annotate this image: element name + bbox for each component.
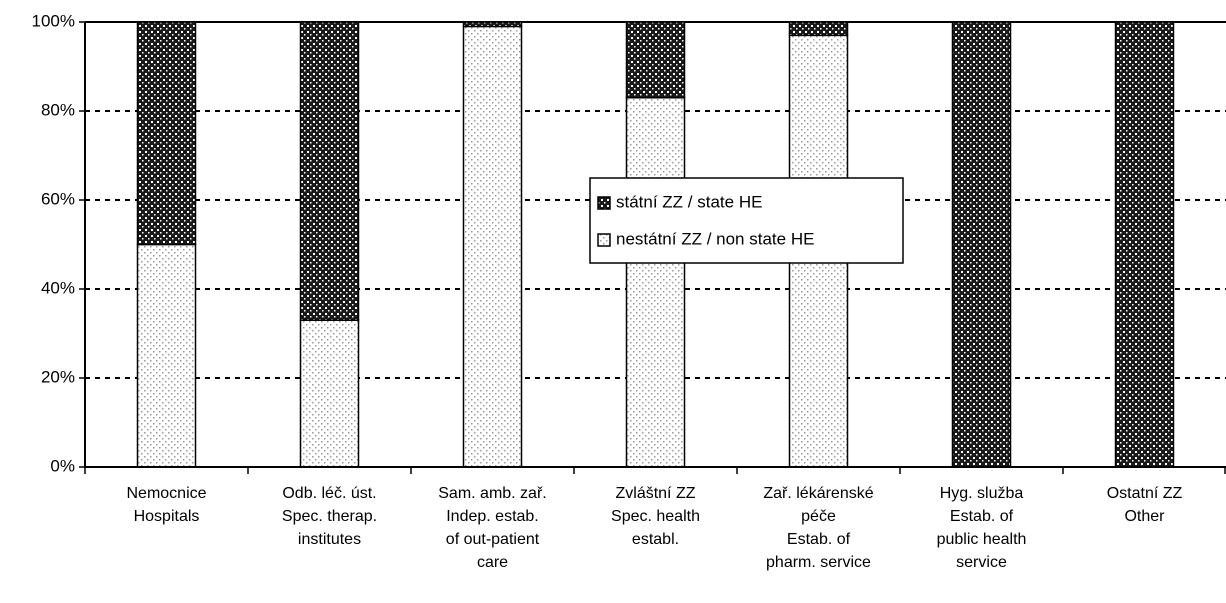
y-tick-label: 60% bbox=[41, 189, 75, 208]
x-tick-label: Zař. lékárenské bbox=[763, 485, 873, 502]
legend-box bbox=[589, 177, 904, 264]
x-tick-label: Odb. léč. úst. bbox=[282, 485, 376, 502]
y-tick-label: 20% bbox=[41, 367, 75, 386]
x-tick-label: care bbox=[477, 554, 508, 571]
x-tick-label: Spec. therap. bbox=[282, 508, 377, 525]
y-tick-label: 80% bbox=[41, 100, 75, 119]
bar-segment bbox=[625, 21, 686, 99]
x-tick-label: establ. bbox=[632, 531, 679, 548]
x-tick-label: of out-patient bbox=[446, 531, 540, 548]
bar-segment bbox=[788, 21, 849, 37]
legend-swatch bbox=[597, 196, 611, 210]
legend-swatch bbox=[597, 233, 611, 247]
bar-segment bbox=[1114, 21, 1175, 468]
x-tick-label: Ostatní ZZ bbox=[1107, 485, 1183, 502]
bar-segment bbox=[625, 96, 686, 468]
y-tick-label: 40% bbox=[41, 278, 75, 297]
x-tick-label: Hyg. služba bbox=[940, 485, 1024, 502]
y-tick-label: 100% bbox=[32, 11, 75, 30]
x-tick-label: Estab. of bbox=[787, 531, 851, 548]
x-tick-label: public health bbox=[937, 531, 1027, 548]
bar-segment bbox=[299, 21, 360, 321]
x-tick-label: Other bbox=[1124, 508, 1165, 525]
bar-segment bbox=[136, 21, 197, 246]
x-tick-label: Spec. health bbox=[611, 508, 700, 525]
bar-segment bbox=[951, 21, 1012, 468]
y-tick-label: 0% bbox=[50, 456, 75, 475]
legend-label: nestátní ZZ / non state HE bbox=[616, 229, 814, 248]
x-tick-label: pharm. service bbox=[766, 554, 871, 571]
x-tick-label: Zvláštní ZZ bbox=[615, 485, 695, 502]
x-tick-label: service bbox=[956, 554, 1007, 571]
bar-segment bbox=[136, 243, 197, 468]
bar-segment bbox=[462, 25, 523, 468]
legend-label: státní ZZ / state HE bbox=[616, 192, 762, 211]
x-tick-label: Nemocnice bbox=[126, 485, 206, 502]
x-tick-label: Hospitals bbox=[134, 508, 200, 525]
x-tick-label: Estab. of bbox=[950, 508, 1014, 525]
x-tick-label: institutes bbox=[298, 531, 361, 548]
x-tick-label: Indep. estab. bbox=[446, 508, 539, 525]
bar-segment bbox=[299, 319, 360, 468]
x-tick-label: péče bbox=[801, 508, 836, 525]
x-tick-label: Sam. amb. zař. bbox=[438, 485, 546, 502]
bar-segment bbox=[462, 21, 523, 28]
